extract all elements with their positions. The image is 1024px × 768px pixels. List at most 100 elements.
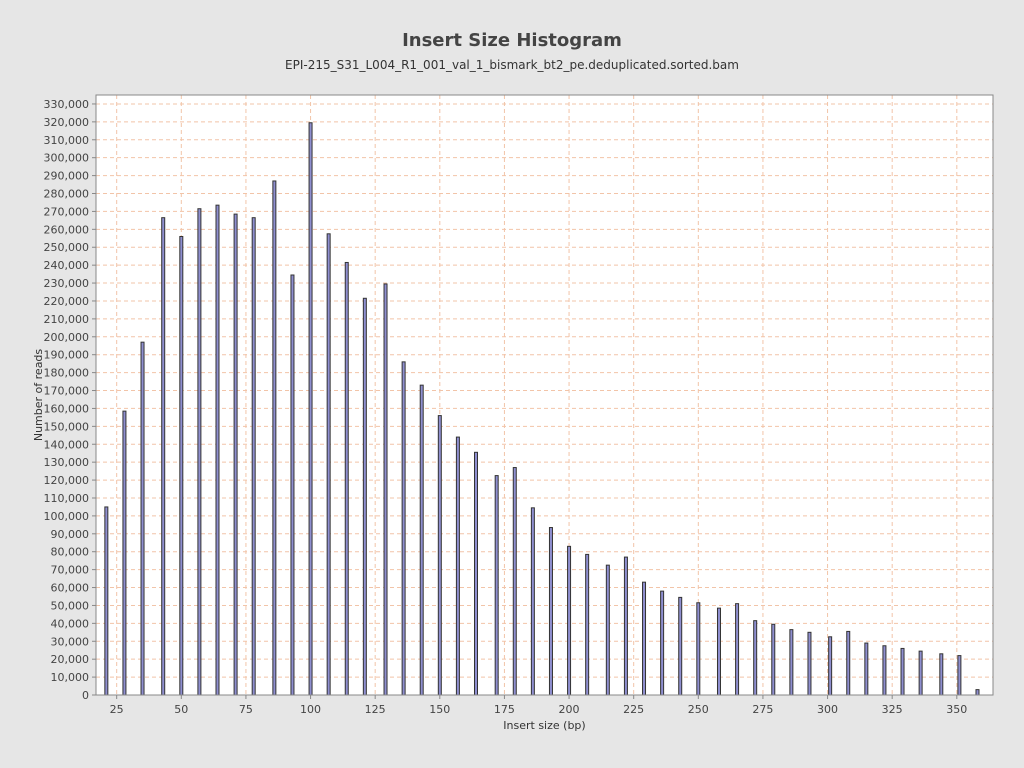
histogram-bar <box>161 217 166 696</box>
y-tick-label: 50,000 <box>51 599 90 612</box>
histogram-bar <box>530 507 535 696</box>
histogram-bar <box>326 233 331 696</box>
histogram-bar <box>473 451 478 696</box>
y-tick-label: 240,000 <box>44 259 90 272</box>
x-tick-label: 325 <box>882 703 903 716</box>
y-tick-label: 220,000 <box>44 295 90 308</box>
x-tick-label: 350 <box>946 703 967 716</box>
y-tick-label: 300,000 <box>44 152 90 165</box>
histogram-bar <box>344 261 349 696</box>
x-tick-label: 150 <box>429 703 450 716</box>
histogram-bar <box>455 436 460 696</box>
histogram-bar <box>140 341 145 696</box>
x-tick-label: 275 <box>752 703 773 716</box>
y-tick-label: 90,000 <box>51 528 90 541</box>
x-tick-label: 100 <box>300 703 321 716</box>
histogram-bar <box>512 467 517 696</box>
y-tick-label: 330,000 <box>44 98 90 111</box>
histogram-bar <box>179 235 184 696</box>
histogram-bar <box>828 636 833 696</box>
x-tick-label: 25 <box>110 703 124 716</box>
histogram-bar <box>789 629 794 696</box>
histogram-bar <box>660 590 665 696</box>
histogram-bar <box>807 631 812 696</box>
y-tick-label: 320,000 <box>44 116 90 129</box>
y-tick-label: 310,000 <box>44 134 90 147</box>
y-tick-label: 190,000 <box>44 349 90 362</box>
x-tick-label: 50 <box>174 703 188 716</box>
x-tick-label: 125 <box>365 703 386 716</box>
histogram-bar <box>975 689 980 696</box>
histogram-bar <box>362 297 367 696</box>
y-tick-label: 110,000 <box>44 492 90 505</box>
histogram-bar <box>864 642 869 696</box>
histogram-bar <box>197 208 202 696</box>
y-tick-label: 40,000 <box>51 617 90 630</box>
histogram-bar <box>678 596 683 696</box>
histogram-bar <box>900 647 905 696</box>
histogram-bar <box>233 213 238 696</box>
x-tick-label: 250 <box>688 703 709 716</box>
histogram-bar <box>918 650 923 696</box>
axes <box>92 94 994 699</box>
histogram-bar <box>939 653 944 696</box>
histogram-bar <box>251 217 256 696</box>
histogram-bar <box>771 623 776 696</box>
x-tick-label: 175 <box>494 703 515 716</box>
y-tick-label: 200,000 <box>44 331 90 344</box>
histogram-bar <box>290 274 295 696</box>
y-tick-label: 130,000 <box>44 456 90 469</box>
y-tick-label: 60,000 <box>51 582 90 595</box>
y-tick-label: 120,000 <box>44 474 90 487</box>
y-tick-label: 230,000 <box>44 277 90 290</box>
grid-lines <box>96 95 993 696</box>
histogram-bar <box>957 655 962 696</box>
histogram-bar <box>383 283 388 696</box>
y-tick-label: 170,000 <box>44 385 90 398</box>
histogram-bar <box>401 361 406 696</box>
y-tick-label: 30,000 <box>51 635 90 648</box>
y-tick-label: 160,000 <box>44 402 90 415</box>
x-tick-label: 200 <box>559 703 580 716</box>
histogram-bar <box>642 581 647 696</box>
histogram-bar <box>567 545 572 696</box>
chart-subtitle: EPI-215_S31_L004_R1_001_val_1_bismark_bt… <box>285 58 739 72</box>
chart-title: Insert Size Histogram <box>402 30 622 51</box>
y-tick-label: 280,000 <box>44 188 90 201</box>
y-tick-labels: 0 10,000 20,000 30,000 40,000 50,000 60,000 70,… <box>44 98 90 702</box>
histogram-bar <box>437 415 442 696</box>
x-tick-label: 225 <box>623 703 644 716</box>
y-tick-label: 270,000 <box>44 205 90 218</box>
histogram-bar <box>696 602 701 696</box>
histogram-bar <box>605 564 610 696</box>
histogram-bar <box>494 475 499 696</box>
y-axis-title: Number of reads <box>32 349 45 442</box>
y-tick-label: 10,000 <box>51 671 90 684</box>
histogram-bar <box>882 645 887 696</box>
histogram-bar <box>215 204 220 696</box>
y-tick-label: 290,000 <box>44 170 90 183</box>
histogram-bar <box>308 122 313 696</box>
x-tick-label: 75 <box>239 703 253 716</box>
y-tick-label: 150,000 <box>44 420 90 433</box>
histogram-bar <box>753 620 758 696</box>
x-axis-title: Insert size (bp) <box>503 719 585 732</box>
histogram-bar <box>104 506 109 696</box>
histogram-bar <box>585 553 590 696</box>
histogram-bar <box>716 607 721 696</box>
y-tick-label: 0 <box>82 689 89 702</box>
y-tick-label: 140,000 <box>44 438 90 451</box>
x-tick-label: 300 <box>817 703 838 716</box>
histogram-bar <box>122 410 127 696</box>
histogram-bar <box>846 630 851 696</box>
y-tick-label: 260,000 <box>44 223 90 236</box>
histogram-bar <box>735 603 740 696</box>
y-tick-label: 210,000 <box>44 313 90 326</box>
x-tick-labels: 25 50 75 100 125 150 175 200 225 250 275 300 325 350 <box>110 703 968 716</box>
y-tick-label: 250,000 <box>44 241 90 254</box>
y-tick-label: 100,000 <box>44 510 90 523</box>
y-tick-label: 20,000 <box>51 653 90 666</box>
plot-border <box>95 94 994 696</box>
